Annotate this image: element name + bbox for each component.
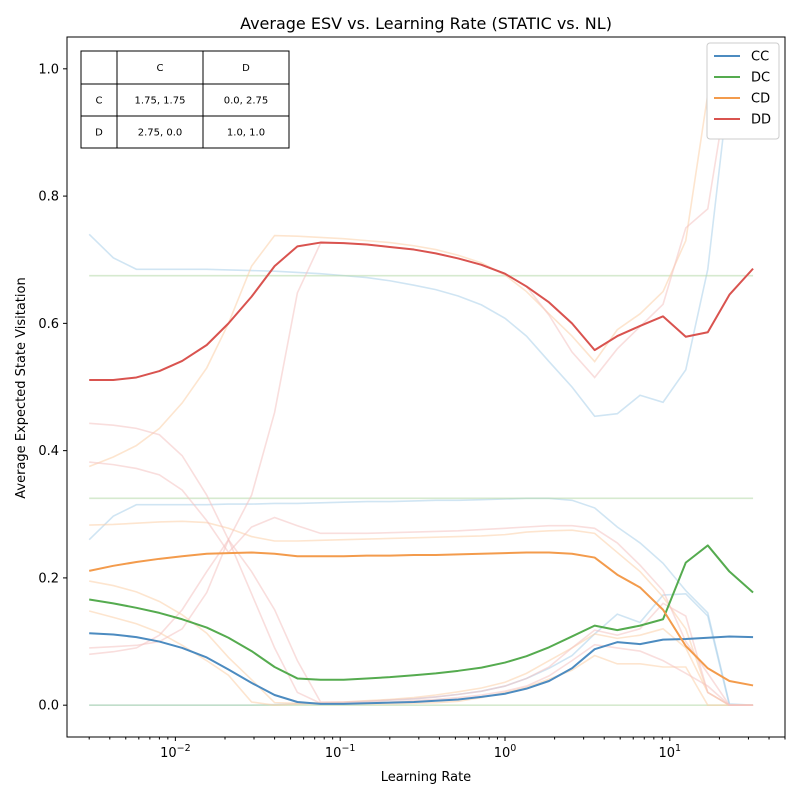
background-line-13 (89, 537, 754, 706)
table-cell: 1.0, 1.0 (227, 128, 265, 139)
y-tick-label: 0.2 (38, 571, 59, 586)
background-line-9 (89, 580, 754, 706)
background-line-8 (89, 520, 754, 706)
series-lines (88, 241, 754, 705)
x-tick-label: 101 (659, 743, 682, 761)
table-cell: D (95, 128, 103, 139)
legend-label-dd: DD (751, 113, 771, 128)
y-tick-label: 0.0 (38, 699, 59, 714)
y-tick-label: 1.0 (38, 62, 59, 77)
table-cell: 1.75, 1.75 (135, 96, 186, 107)
y-tick-label: 0.6 (38, 317, 59, 332)
axes-frame (66, 36, 786, 738)
axes: 0.0 0.2 0.4 0.6 0.8 1.0 10−2 10−1 100 101 (38, 36, 786, 761)
table-cell: 2.75, 0.0 (138, 128, 183, 139)
background-line-2 (88, 497, 754, 706)
background-line-7 (88, 74, 754, 468)
background-line-1 (88, 80, 754, 418)
y-tick-label: 0.4 (38, 444, 59, 459)
legend: CC DC CD DD (706, 42, 780, 140)
x-tick-label: 10−2 (160, 743, 191, 761)
table-frame (80, 50, 290, 149)
legend-label-dc: DC (751, 71, 770, 86)
x-tick-label: 100 (494, 743, 517, 761)
payoff-table: C D C 1.75, 1.75 0.0, 2.75 D 2.75, 0.0 1.0, 1.0 (80, 50, 290, 149)
legend-label-cd: CD (751, 92, 770, 107)
series-line-dd (89, 241, 754, 381)
table-cell: C (96, 96, 103, 107)
legend-box (706, 42, 780, 140)
x-axis-label: Learning Rate (381, 770, 471, 785)
table-header-cell: D (242, 63, 250, 74)
chart-title: Average ESV vs. Learning Rate (STATIC vs… (240, 14, 612, 33)
series-line-cc (89, 632, 754, 705)
series-line-cd (88, 551, 754, 687)
legend-label-cc: CC (751, 50, 769, 65)
y-axis-label: Average Expected State Visitation (14, 277, 29, 498)
x-tick-label: 10−1 (325, 743, 356, 761)
background-line-12 (89, 461, 754, 706)
table-header-cell: C (157, 63, 164, 74)
table-cell: 0.0, 2.75 (224, 96, 269, 107)
y-tick-label: 0.8 (38, 190, 59, 205)
series-line-dc (89, 544, 754, 681)
background-line-10 (88, 610, 754, 706)
